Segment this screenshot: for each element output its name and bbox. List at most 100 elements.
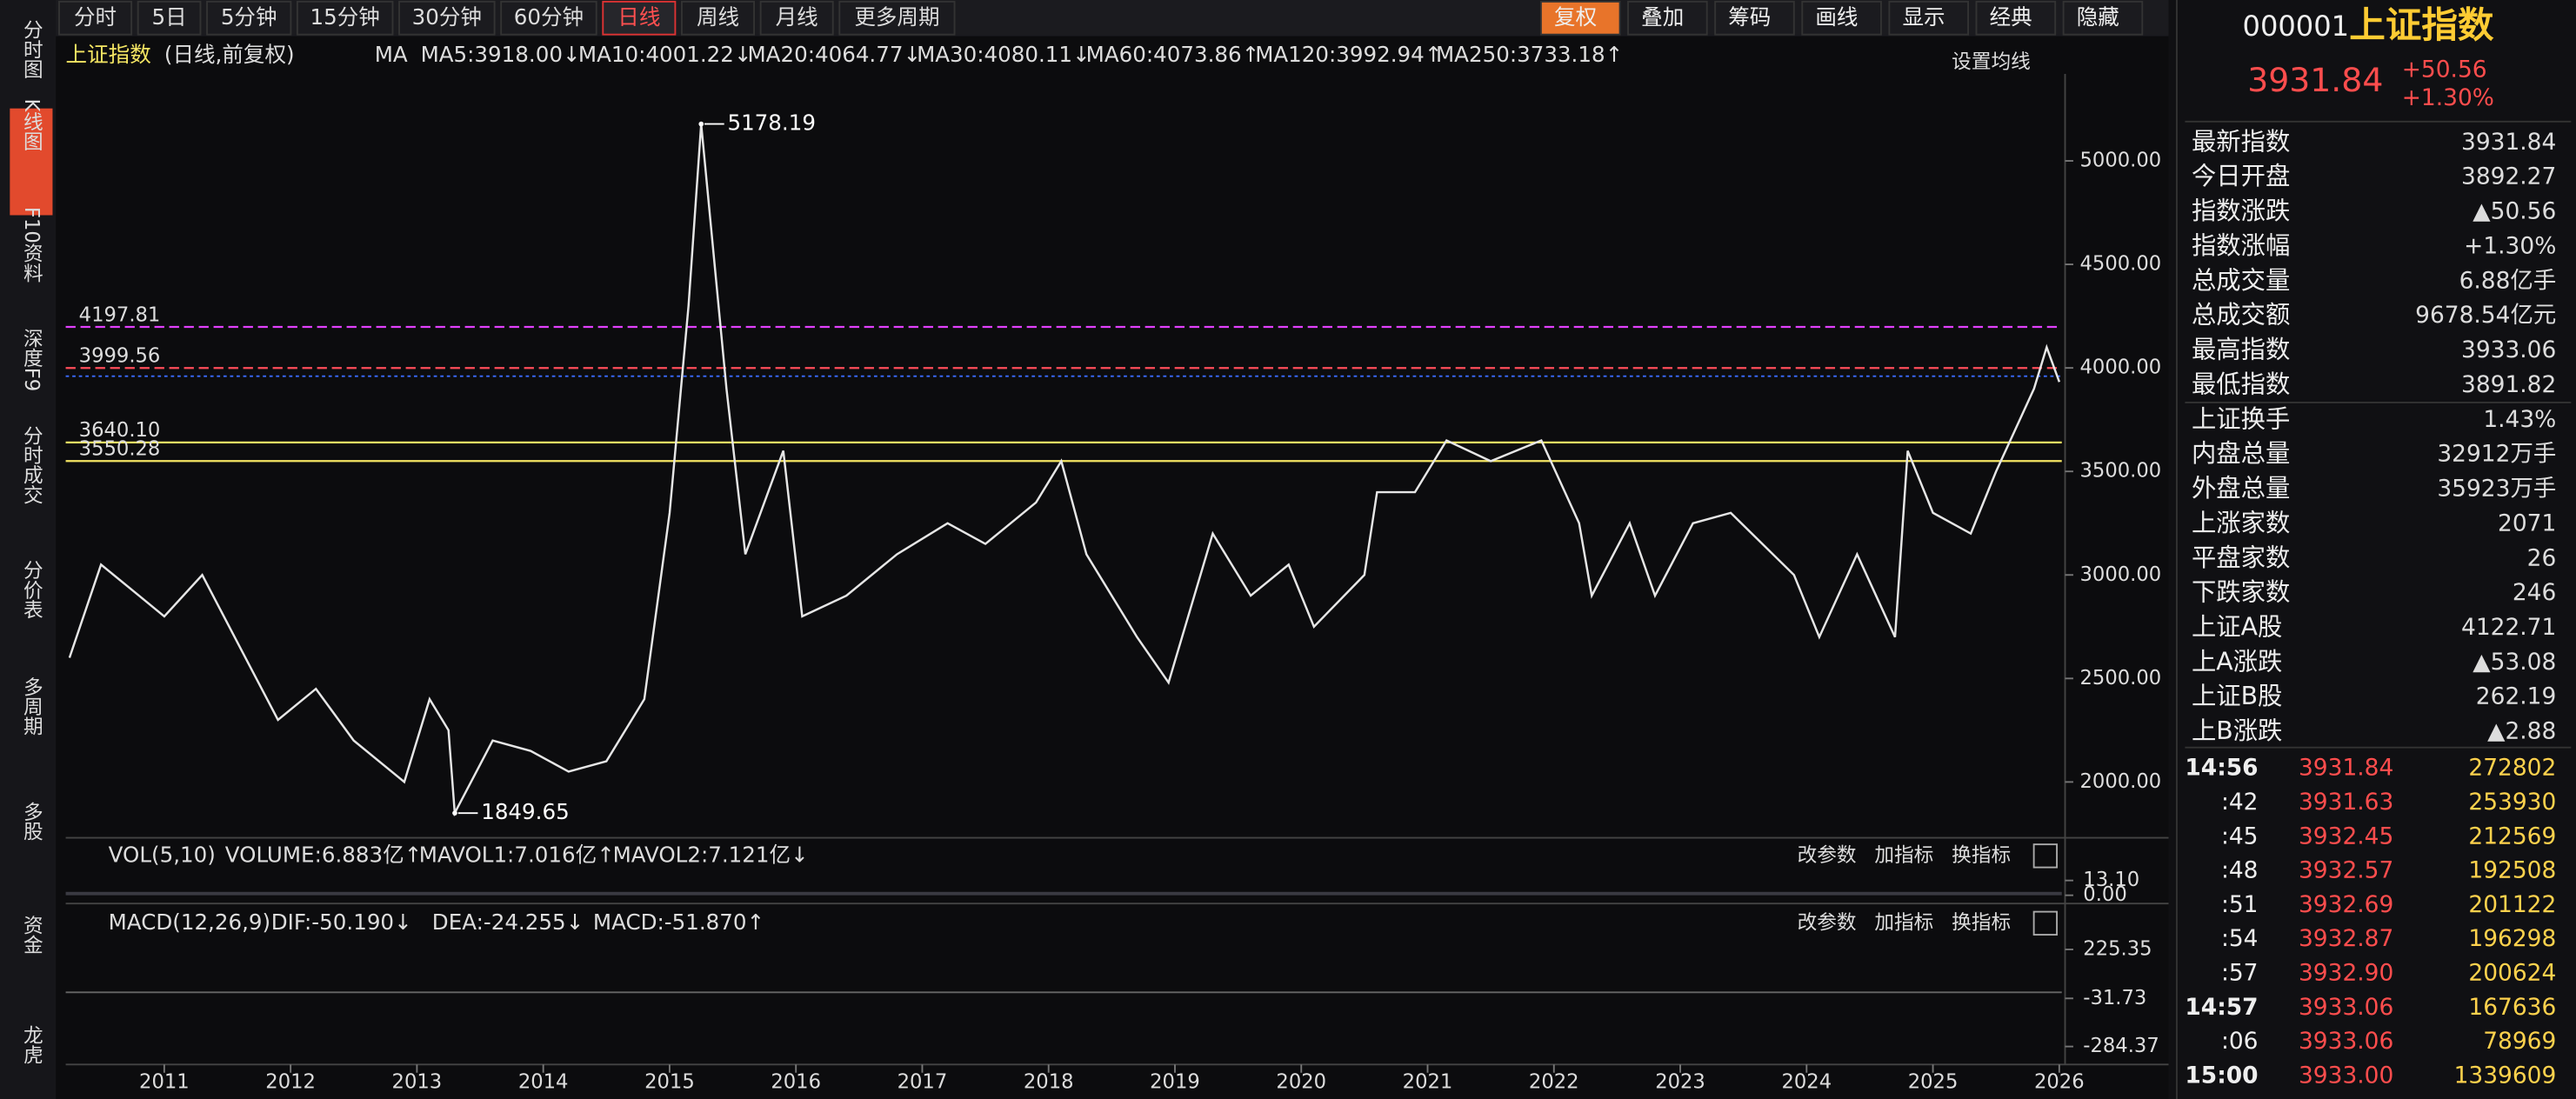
- tool-button[interactable]: [1539, 0, 1621, 36]
- panel-close[interactable]: [2032, 910, 2059, 936]
- quote-label: 上证B股: [2192, 682, 2282, 710]
- level-label: 4197.81: [79, 303, 161, 326]
- period-button[interactable]: [137, 0, 202, 36]
- sidebar-tab[interactable]: 龙虎: [20, 1025, 43, 1065]
- tool-label[interactable]: 复权: [1554, 4, 1597, 30]
- quote-label: 外盘总量: [2192, 474, 2290, 503]
- period-button[interactable]: [296, 0, 394, 36]
- tick-price: 3931.63: [2299, 789, 2393, 816]
- period-button[interactable]: [398, 0, 496, 36]
- chart-mode: (日线,前复权): [164, 42, 295, 67]
- y-tick-label: 2500.00: [2080, 667, 2162, 689]
- tool-button[interactable]: [1888, 0, 1970, 36]
- x-tick-label: 2013: [392, 1071, 443, 1094]
- tick-time: :57: [2221, 960, 2259, 987]
- period-button[interactable]: [58, 0, 133, 36]
- quote-value: 4122.71: [2461, 614, 2556, 641]
- tick-price: 3933.06: [2299, 994, 2393, 1021]
- ma-value: MA120:3992.94↑: [1255, 42, 1442, 67]
- sidebar-tab[interactable]: 多股: [20, 802, 43, 842]
- tool-label[interactable]: 画线: [1815, 4, 1858, 30]
- period-button[interactable]: [681, 0, 756, 36]
- tool-label[interactable]: 经典: [1990, 4, 2032, 30]
- level-label: 3999.56: [79, 345, 161, 368]
- x-tick-label: 2023: [1655, 1071, 1705, 1094]
- sidebar-tab[interactable]: 资金: [20, 915, 43, 954]
- quote-label: 上涨家数: [2192, 509, 2290, 537]
- annotation-point: [698, 121, 704, 127]
- period-button[interactable]: [759, 0, 834, 36]
- sidebar-tab[interactable]: 多周期: [20, 676, 43, 736]
- panel-title: MACD(12,26,9): [109, 909, 270, 935]
- period-button[interactable]: [838, 0, 956, 36]
- period-label[interactable]: 日线: [617, 4, 660, 30]
- tick-price: 3932.69: [2299, 891, 2393, 918]
- period-label[interactable]: 5分钟: [221, 4, 277, 30]
- period-label[interactable]: 周线: [697, 4, 739, 30]
- quote-change: +50.56: [2402, 57, 2487, 83]
- tool-button[interactable]: [1975, 0, 2057, 36]
- tool-label[interactable]: 隐藏: [2077, 4, 2119, 30]
- tool-label[interactable]: 筹码: [1728, 4, 1771, 30]
- period-button[interactable]: [206, 0, 292, 36]
- period-label[interactable]: 60分钟: [514, 4, 584, 30]
- volume-bars: [65, 891, 2062, 896]
- tick-time: 14:56: [2185, 755, 2258, 782]
- panel-button[interactable]: 换指标: [1952, 911, 2011, 934]
- panel-button[interactable]: 加指标: [1874, 911, 1933, 934]
- panel-button[interactable]: 加指标: [1874, 844, 1933, 867]
- ma-value: MA10:4001.22↓: [578, 42, 752, 67]
- period-label[interactable]: 更多周期: [854, 4, 939, 30]
- ma-value: MA30:4080.11↓: [917, 42, 1091, 67]
- panel-button[interactable]: 改参数: [1798, 911, 1857, 934]
- quote-label: 上A涨跌: [2192, 647, 2282, 676]
- period-button[interactable]: [602, 0, 677, 36]
- sidebar-tab[interactable]: 分时图: [20, 20, 43, 79]
- quote-value: 1.43%: [2483, 406, 2556, 433]
- panel-close[interactable]: [2032, 843, 2059, 869]
- tool-label[interactable]: 显示: [1903, 4, 1945, 30]
- panel-button[interactable]: 换指标: [1952, 844, 2011, 867]
- x-tick-label: 2011: [139, 1071, 190, 1094]
- period-label[interactable]: 30分钟: [412, 4, 482, 30]
- x-tick-label: 2026: [2034, 1071, 2085, 1094]
- x-tick-label: 2019: [1150, 1071, 1200, 1094]
- sidebar-tab[interactable]: 分时成交: [20, 425, 43, 504]
- sidebar-tab[interactable]: 深度F9: [20, 328, 43, 391]
- quote-label: 指数涨跌: [2192, 196, 2290, 225]
- tool-button[interactable]: [1801, 0, 1882, 36]
- ma-label: MA: [375, 42, 408, 67]
- period-button[interactable]: [500, 0, 597, 36]
- tool-label[interactable]: 叠加: [1641, 4, 1684, 30]
- tool-button[interactable]: [1714, 0, 1795, 36]
- period-label[interactable]: 月线: [776, 4, 818, 30]
- tick-volume: 167636: [2468, 994, 2556, 1021]
- period-label[interactable]: 5日: [151, 4, 186, 30]
- panel-value: VOLUME:6.883亿↑: [225, 842, 422, 867]
- quote-value: 262.19: [2476, 683, 2557, 710]
- quote-label: 上证A股: [2192, 612, 2282, 641]
- y-tick-label: 2000.00: [2080, 770, 2162, 793]
- quote-name: 上证指数: [2349, 3, 2494, 46]
- tool-button[interactable]: [2062, 0, 2144, 36]
- tool-button[interactable]: [1627, 0, 1708, 36]
- period-label[interactable]: 分时: [74, 4, 117, 30]
- tick-time: :42: [2221, 789, 2259, 816]
- panel-button[interactable]: 改参数: [1798, 844, 1857, 867]
- quote-panel: [2168, 0, 2576, 1099]
- tick-volume: 212569: [2468, 823, 2556, 849]
- quote-value: 9678.54亿元: [2415, 302, 2556, 329]
- sidebar-tab[interactable]: K线图: [20, 98, 43, 150]
- x-tick-label: 2022: [1529, 1071, 1579, 1094]
- ma-value: MA60:4073.86↑: [1086, 42, 1260, 67]
- tick-time: :48: [2221, 857, 2259, 884]
- tick-time: 14:57: [2185, 994, 2258, 1021]
- quote-label: 上证换手: [2192, 404, 2290, 433]
- period-label[interactable]: 15分钟: [310, 4, 380, 30]
- x-tick-label: 2024: [1781, 1071, 1832, 1094]
- sidebar-tab[interactable]: F10资料: [20, 207, 43, 283]
- sidebar-tab[interactable]: 分价表: [20, 560, 43, 619]
- quote-value: 32912万手: [2437, 441, 2556, 468]
- settings-link[interactable]: 设置均线: [1952, 50, 2031, 73]
- y-tick-label: 4500.00: [2080, 253, 2162, 276]
